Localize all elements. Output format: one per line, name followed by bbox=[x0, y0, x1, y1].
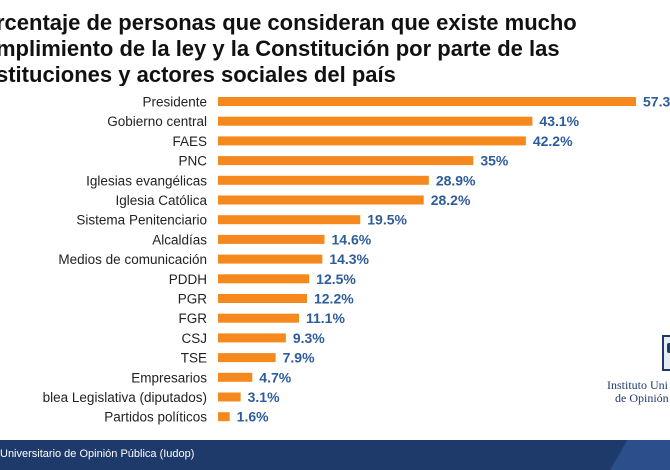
bar bbox=[218, 412, 230, 422]
data-label: 7.9% bbox=[283, 350, 315, 366]
data-label: 42.2% bbox=[533, 133, 573, 149]
logo-text-line-1: Instituto Uni bbox=[607, 378, 669, 392]
footer-bar: Universitario de Opinión Pública (Iudop) bbox=[0, 440, 670, 470]
category-label: CSJ bbox=[181, 331, 207, 346]
bar bbox=[218, 274, 310, 284]
data-label: 19.5% bbox=[367, 212, 407, 228]
data-label: 4.7% bbox=[259, 369, 291, 385]
bar bbox=[218, 353, 276, 363]
bar bbox=[218, 294, 307, 303]
iudop-logo: Instituto Uni de Opinión bbox=[600, 330, 670, 405]
footer-stripe bbox=[610, 440, 670, 470]
data-label: 14.6% bbox=[332, 231, 372, 247]
bar bbox=[218, 254, 323, 264]
category-label: FGR bbox=[179, 311, 208, 326]
bar bbox=[218, 195, 424, 205]
data-label: 35% bbox=[480, 153, 509, 169]
data-label: 28.2% bbox=[431, 192, 471, 208]
bar bbox=[218, 136, 526, 146]
category-label: blea Legislativa (diputados) bbox=[43, 390, 207, 405]
bar bbox=[218, 116, 533, 126]
data-label: 28.9% bbox=[436, 172, 476, 188]
bar bbox=[218, 97, 636, 106]
category-label: PGR bbox=[178, 292, 208, 307]
category-label: FAES bbox=[172, 134, 207, 149]
data-label: 12.5% bbox=[316, 271, 356, 287]
footer-text: Universitario de Opinión Pública (Iudop) bbox=[0, 448, 195, 460]
data-label: 57.3 bbox=[643, 94, 670, 110]
data-label: 9.3% bbox=[293, 330, 325, 346]
bar bbox=[218, 333, 286, 343]
category-label: Iglesias evangélicas bbox=[86, 173, 207, 188]
category-label: Gobierno central bbox=[107, 114, 207, 129]
category-label: Medios de comunicación bbox=[58, 252, 207, 267]
category-label: TSE bbox=[181, 351, 207, 366]
bar bbox=[218, 234, 325, 244]
bar bbox=[218, 392, 241, 402]
iudop-crest-icon bbox=[662, 335, 670, 371]
bar bbox=[218, 156, 474, 166]
category-label: Presidente bbox=[142, 95, 207, 110]
bar bbox=[218, 215, 361, 225]
category-label: Empresarios bbox=[131, 370, 207, 385]
data-label: 1.6% bbox=[237, 409, 269, 425]
bar bbox=[218, 175, 429, 185]
bar-chart: Presidente 57.3 Gobierno central 43.1% FAES 4… bbox=[43, 94, 670, 425]
data-label: 11.1% bbox=[306, 310, 345, 326]
logo-text-line-2: de Opinión bbox=[615, 391, 669, 405]
category-label: PNC bbox=[178, 154, 207, 169]
data-label: 3.1% bbox=[248, 389, 280, 405]
chart-title-line-3: stituciones y actores sociales del país bbox=[0, 62, 396, 86]
category-label: Partidos políticos bbox=[104, 410, 207, 425]
category-label: Sistema Penitenciario bbox=[76, 213, 207, 228]
data-label: 43.1% bbox=[539, 113, 579, 129]
data-label: 14.3% bbox=[329, 251, 369, 267]
bar bbox=[218, 372, 253, 382]
bar bbox=[218, 313, 299, 323]
data-label: 12.2% bbox=[314, 291, 354, 307]
category-label: Iglesia Católica bbox=[115, 193, 207, 208]
category-label: PDDH bbox=[169, 272, 207, 287]
chart-title-line-1: rcentaje de personas que consideran que … bbox=[0, 10, 577, 35]
chart-title-line-2: mplimiento de la ley y la Constitución p… bbox=[0, 36, 560, 61]
chart-title: rcentaje de personas que consideran que … bbox=[0, 2, 670, 86]
category-label: Alcaldías bbox=[152, 232, 207, 247]
